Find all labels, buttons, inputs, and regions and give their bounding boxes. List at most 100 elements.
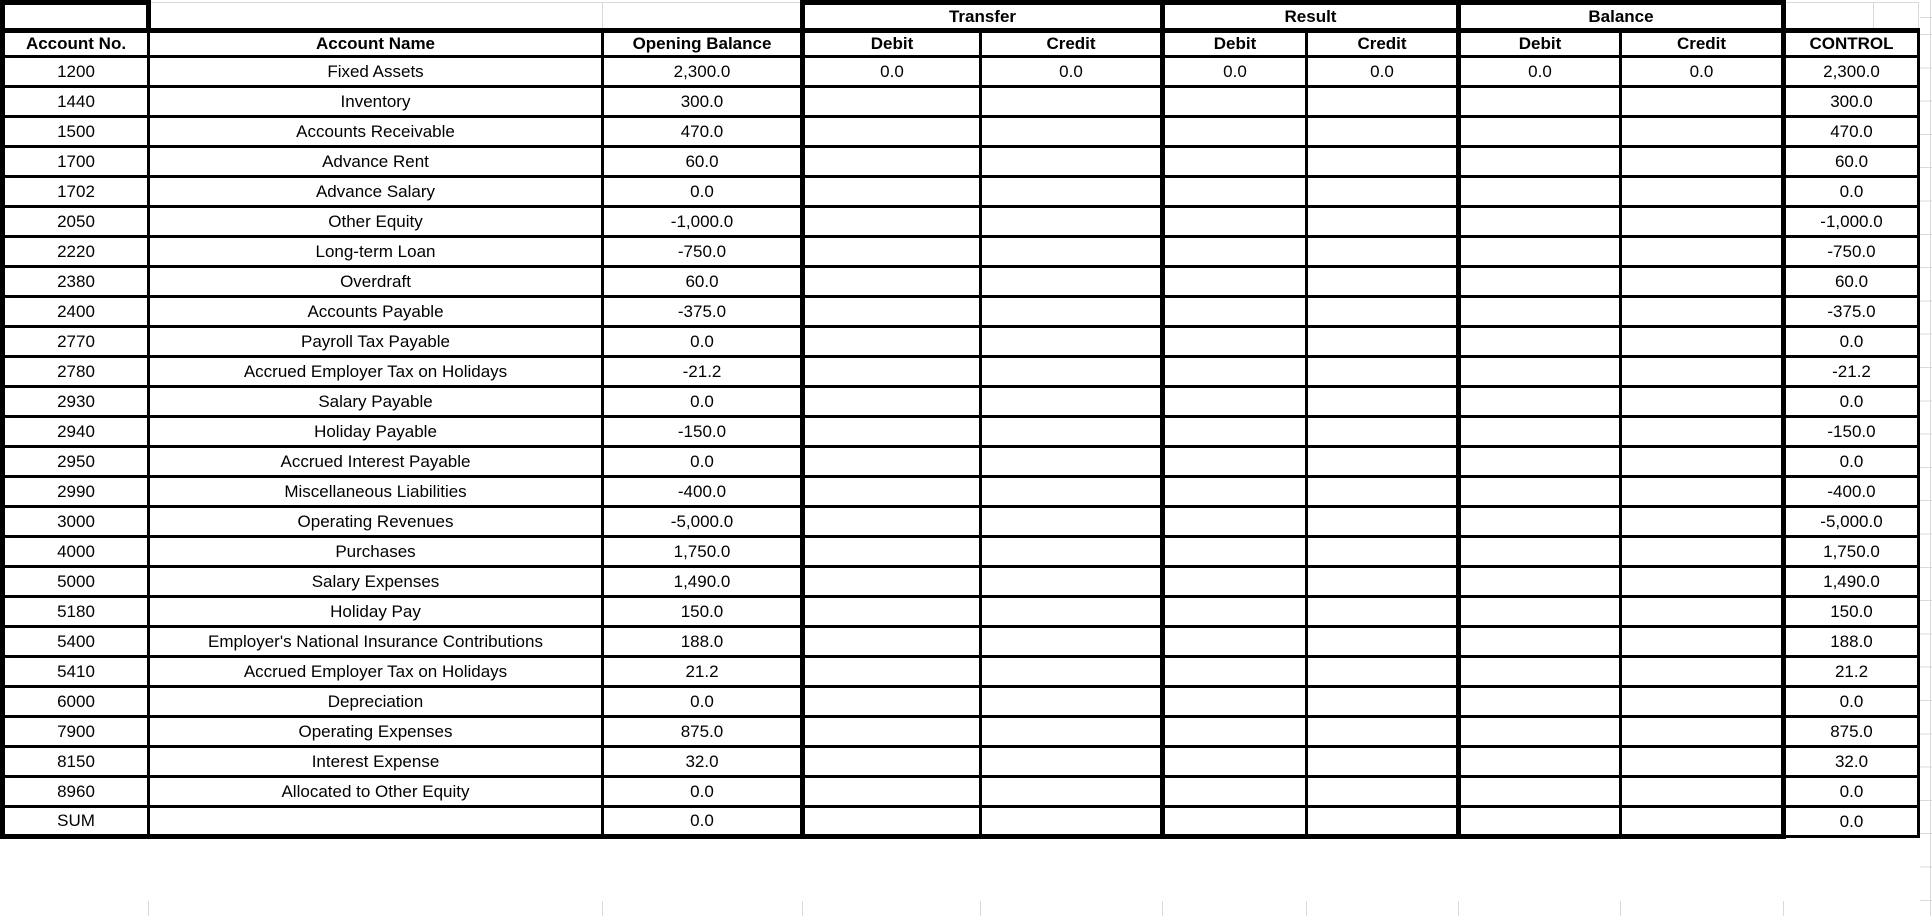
section-header-transfer[interactable]: Transfer (800, 0, 1165, 33)
cell-transfer-credit[interactable] (979, 86, 1163, 118)
column-header-transfer-debit[interactable]: Debit (800, 28, 981, 58)
cell-control[interactable]: 188.0 (1781, 626, 1920, 658)
cell-transfer-credit[interactable] (979, 356, 1163, 388)
cell-result-credit[interactable] (1305, 776, 1459, 808)
cell-result-credit[interactable] (1305, 86, 1459, 118)
cell-transfer-debit[interactable] (800, 386, 981, 418)
cell-transfer-debit[interactable] (800, 86, 981, 118)
cell-opening-balance[interactable]: 21.2 (601, 656, 803, 688)
cell-result-credit[interactable] (1305, 356, 1459, 388)
column-header-result-debit[interactable]: Debit (1160, 28, 1307, 58)
cell-transfer-credit[interactable] (979, 746, 1163, 778)
cell-account-no[interactable]: 3000 (0, 506, 149, 538)
cell-opening-balance[interactable]: 0.0 (601, 776, 803, 808)
cell-transfer-credit[interactable] (979, 266, 1163, 298)
cell-account-no[interactable]: 5410 (0, 656, 149, 688)
cell-account-name[interactable]: Accrued Employer Tax on Holidays (147, 356, 603, 388)
cell-control[interactable]: -21.2 (1781, 356, 1920, 388)
cell-account-name[interactable]: Inventory (147, 86, 603, 118)
cell-result-debit[interactable] (1160, 446, 1307, 478)
cell-transfer-debit[interactable] (800, 296, 981, 328)
cell-opening-balance[interactable]: 0.0 (601, 446, 803, 478)
cell-result-debit[interactable] (1160, 716, 1307, 748)
cell-transfer-credit[interactable] (979, 566, 1163, 598)
cell-transfer-credit[interactable] (979, 626, 1163, 658)
cell-transfer-credit[interactable] (979, 416, 1163, 448)
cell-control[interactable]: 0.0 (1781, 806, 1920, 838)
cell-balance-credit[interactable] (1619, 86, 1784, 118)
cell-opening-balance[interactable]: 0.0 (601, 806, 803, 839)
cell-account-name[interactable]: Salary Expenses (147, 566, 603, 598)
cell-balance-debit[interactable] (1456, 716, 1621, 748)
cell-result-credit[interactable] (1305, 236, 1459, 268)
cell-transfer-credit[interactable] (979, 116, 1163, 148)
cell-transfer-credit[interactable] (979, 206, 1163, 238)
cell-balance-debit[interactable] (1456, 176, 1621, 208)
cell-result-credit[interactable] (1305, 206, 1459, 238)
cell-control[interactable]: 875.0 (1781, 716, 1920, 748)
column-header-balance-debit[interactable]: Debit (1456, 28, 1621, 58)
cell-account-no[interactable]: 1200 (0, 56, 149, 88)
cell-transfer-credit[interactable]: 0.0 (979, 56, 1163, 88)
cell-result-credit[interactable] (1305, 746, 1459, 778)
cell-account-no[interactable]: SUM (0, 806, 149, 839)
cell-account-name[interactable]: Allocated to Other Equity (147, 776, 603, 808)
cell-account-no[interactable]: 5400 (0, 626, 149, 658)
cell-balance-debit[interactable] (1456, 476, 1621, 508)
cell-account-name[interactable]: Employer's National Insurance Contributi… (147, 626, 603, 658)
cell-result-debit[interactable] (1160, 626, 1307, 658)
cell-account-no[interactable]: 2770 (0, 326, 149, 358)
cell-result-credit[interactable] (1305, 686, 1459, 718)
cell-result-credit[interactable] (1305, 446, 1459, 478)
cell-result-debit[interactable] (1160, 416, 1307, 448)
cell-result-debit[interactable] (1160, 296, 1307, 328)
cell-opening-balance[interactable]: -375.0 (601, 296, 803, 328)
column-header-account-name[interactable]: Account Name (147, 28, 603, 58)
column-header-control[interactable]: CONTROL (1781, 28, 1920, 58)
cell-control[interactable]: 0.0 (1781, 686, 1920, 718)
cell-result-debit[interactable] (1160, 236, 1307, 268)
cell-account-name[interactable]: Holiday Payable (147, 416, 603, 448)
cell-transfer-debit[interactable] (800, 506, 981, 538)
cell-transfer-debit[interactable] (800, 356, 981, 388)
cell-account-no[interactable]: 8960 (0, 776, 149, 808)
cell-account-no[interactable]: 2930 (0, 386, 149, 418)
cell-opening-balance[interactable]: 0.0 (601, 686, 803, 718)
cell-account-name[interactable]: Purchases (147, 536, 603, 568)
cell-account-name[interactable]: Overdraft (147, 266, 603, 298)
cell-transfer-debit[interactable]: 0.0 (800, 56, 981, 88)
column-header-opening-balance[interactable]: Opening Balance (601, 28, 803, 58)
cell-account-no[interactable]: 2990 (0, 476, 149, 508)
cell-control[interactable]: 0.0 (1781, 176, 1920, 208)
cell-result-debit[interactable] (1160, 686, 1307, 718)
cell-transfer-debit[interactable] (800, 326, 981, 358)
cell-control[interactable]: 1,750.0 (1781, 536, 1920, 568)
cell-result-credit[interactable] (1305, 506, 1459, 538)
cell-balance-credit[interactable] (1619, 386, 1784, 418)
cell-transfer-credit[interactable] (979, 386, 1163, 418)
cell-result-credit[interactable] (1305, 656, 1459, 688)
cell-balance-debit[interactable] (1456, 506, 1621, 538)
cell-transfer-debit[interactable] (800, 146, 981, 178)
cell-result-debit[interactable] (1160, 536, 1307, 568)
column-header-result-credit[interactable]: Credit (1305, 28, 1459, 58)
cell-result-debit[interactable] (1160, 776, 1307, 808)
cell-account-name[interactable]: Holiday Pay (147, 596, 603, 628)
cell-transfer-credit[interactable] (979, 296, 1163, 328)
cell-account-name[interactable]: Miscellaneous Liabilities (147, 476, 603, 508)
cell-balance-debit[interactable] (1456, 536, 1621, 568)
cell-result-debit[interactable] (1160, 146, 1307, 178)
cell-result-credit[interactable] (1305, 146, 1459, 178)
cell-transfer-credit[interactable] (979, 506, 1163, 538)
cell-control[interactable]: -400.0 (1781, 476, 1920, 508)
cell-balance-credit[interactable] (1619, 266, 1784, 298)
cell-balance-credit[interactable] (1619, 596, 1784, 628)
cell-opening-balance[interactable]: -1,000.0 (601, 206, 803, 238)
cell-result-debit[interactable] (1160, 386, 1307, 418)
cell-account-no[interactable]: 4000 (0, 536, 149, 568)
cell-balance-debit[interactable] (1456, 776, 1621, 808)
cell-control[interactable]: -1,000.0 (1781, 206, 1920, 238)
cell-transfer-debit[interactable] (800, 416, 981, 448)
cell-control[interactable]: 0.0 (1781, 386, 1920, 418)
cell-account-no[interactable]: 2050 (0, 206, 149, 238)
